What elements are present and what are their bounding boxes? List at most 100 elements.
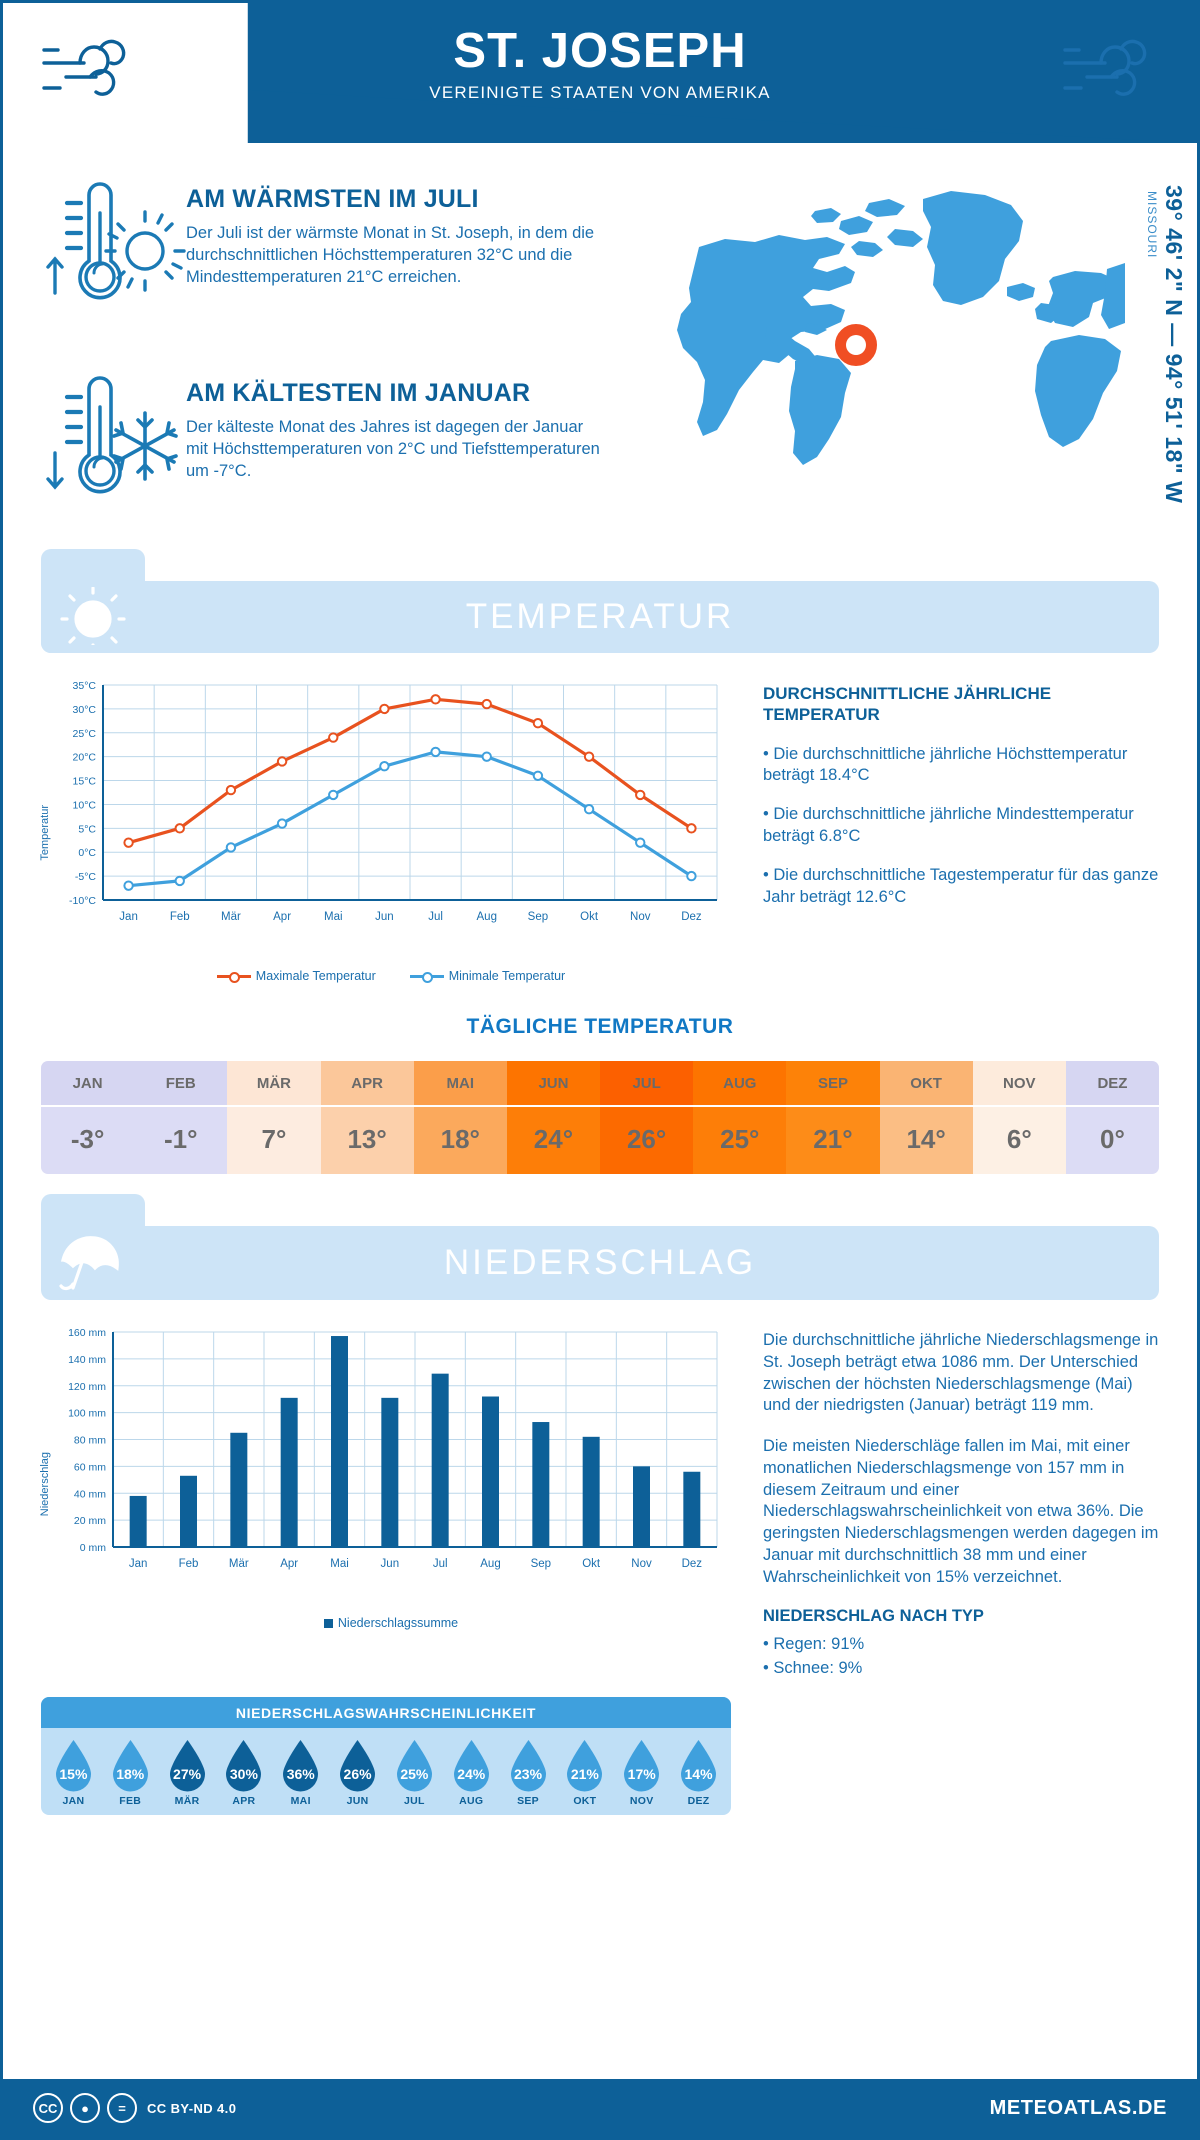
probability-drop-cell: 14% DEZ [670,1738,727,1807]
temperature-legend: Maximale Temperatur Minimale Temperatur [41,969,741,983]
daily-temp-month: APR [320,1061,414,1107]
precipitation-paragraph-2: Die meisten Niederschläge fallen im Mai,… [763,1437,1159,1586]
temperature-banner-title: TEMPERATUR [465,597,735,636]
probability-month: AUG [459,1795,484,1808]
svg-text:Sep: Sep [531,1558,551,1570]
probability-month: SEP [517,1795,539,1808]
warmest-icons [41,173,186,323]
water-drop-icon: 26% [335,1738,380,1794]
precipitation-probability-drops: 15% JAN 18% FEB 27% MÄR 30% APR 36% MAI 26% JUN 25% J… [41,1728,731,1815]
water-drop-icon: 27% [165,1738,210,1794]
wind-icon [38,25,138,112]
svg-text:Nov: Nov [630,911,651,923]
probability-drop-cell: 15% JAN [45,1738,102,1807]
daily-temp-cell: JAN -3° [41,1061,135,1174]
svg-text:Dez: Dez [682,1558,703,1570]
water-drop-icon: 15% [51,1738,96,1794]
legend-marker-max [216,971,251,983]
daily-temp-value: 14° [879,1107,973,1174]
daily-temp-value: -1° [134,1107,228,1174]
license-icons: CC ● = [33,2093,137,2123]
precipitation-side-panel: Die durchschnittliche jährliche Niedersc… [741,1322,1159,1681]
daily-temp-cell: MAI 18° [413,1061,507,1174]
probability-drop-cell: 18% FEB [102,1738,159,1807]
svg-text:15°C: 15°C [73,776,97,788]
svg-text:30°C: 30°C [73,704,97,716]
annual-min-bullet: • Die durchschnittliche jährliche Mindes… [763,805,1134,845]
daily-temp-cell: JUN 24° [506,1061,601,1174]
svg-text:0°C: 0°C [78,847,96,859]
svg-text:80 mm: 80 mm [74,1435,106,1447]
precipitation-type-title: NIEDERSCHLAG NACH TYP [763,1607,984,1626]
precipitation-chart: Niederschlag 0 mm 20 mm 40 mm 60 mm 80 mm 100… [39,1322,741,1681]
coldest-description: Der kälteste Monat des Jahres ist dagege… [186,418,600,480]
svg-text:Dez: Dez [681,911,702,923]
legend-marker-min [409,971,444,983]
svg-text:-10°C: -10°C [69,895,96,907]
coldest-text-block: AM KÄLTESTEN IM JANUAR Der kälteste Mona… [186,367,606,483]
daily-temp-value: 21° [786,1107,880,1174]
water-drop-icon: 21% [562,1738,607,1794]
water-drop-icon: 36% [278,1738,323,1794]
umbrella-icon [59,1236,119,1291]
daily-temp-cell: FEB -1° [134,1061,228,1174]
precipitation-type-snow: • Schnee: 9% [763,1659,863,1678]
daily-temp-cell: APR 13° [320,1061,414,1174]
daily-temp-month: JUN [506,1061,601,1107]
svg-text:Okt: Okt [580,911,599,923]
svg-text:Jan: Jan [129,1558,148,1570]
precipitation-probability-band: NIEDERSCHLAGSWAHRSCHEINLICHKEIT 15% JAN 18… [41,1697,731,1816]
svg-text:60 mm: 60 mm [74,1461,106,1473]
probability-value: 30% [229,1766,258,1783]
temperature-side-panel: DURCHSCHNITTLICHE JÄHRLICHE TEMPERATUR •… [741,675,1159,983]
daily-temp-month: MAI [413,1061,507,1107]
annual-temperature-title: DURCHSCHNITTLICHE JÄHRLICHE TEMPERATUR [763,684,1052,725]
temperature-line-chart: -10°C -5°C 0°C 5°C 10°C 15°C 20°C 25°C 30°C 35°C J… [69,680,718,923]
probability-drop-cell: 30% APR [215,1738,272,1807]
probability-drop-cell: 23% SEP [500,1738,557,1807]
svg-text:Mai: Mai [330,1558,349,1570]
precipitation-paragraph-1: Die durchschnittliche jährliche Niedersc… [763,1331,1159,1415]
daily-temp-value: 7° [227,1107,321,1174]
svg-text:Feb: Feb [179,1558,199,1570]
precipitation-bar-chart: 0 mm 20 mm 40 mm 60 mm 80 mm 100 mm 120 mm 140 … [68,1327,718,1570]
svg-text:20°C: 20°C [73,752,97,764]
svg-text:-5°C: -5°C [75,871,97,883]
daily-temperature-title: TÄGLICHE TEMPERATUR [466,1015,734,1038]
svg-text:Jun: Jun [381,1558,400,1570]
temperature-banner-tab [41,549,145,653]
probability-month: JUL [404,1795,425,1808]
by-icon: ● [70,2093,100,2123]
probability-drop-cell: 27% MÄR [159,1738,216,1807]
country-subtitle: VEREINIGTE STAATEN VON AMERIKA [429,83,771,102]
probability-month: NOV [629,1795,654,1808]
svg-text:25°C: 25°C [73,728,97,740]
daily-temp-cell: OKT 14° [879,1061,973,1174]
water-drop-icon: 25% [392,1738,437,1794]
svg-text:160 mm: 160 mm [68,1327,106,1339]
coldest-month-fact: AM KÄLTESTEN IM JANUAR Der kälteste Mona… [41,367,641,517]
precipitation-legend: Niederschlagssumme [41,1616,741,1630]
daily-temp-cell: AUG 25° [693,1061,787,1174]
probability-value: 23% [514,1766,543,1783]
probability-value: 15% [59,1766,88,1783]
daily-temp-month: AUG [693,1061,787,1107]
brand-label: METEOATLAS.DE [989,2096,1167,2119]
daily-temp-cell: SEP 21° [786,1061,880,1174]
daily-temp-value: 0° [1065,1107,1159,1174]
water-drop-icon: 18% [108,1738,153,1794]
state-label: MISSOURI [1145,191,1159,259]
water-drop-icon: 17% [619,1738,664,1794]
water-drop-icon: 24% [449,1738,494,1794]
svg-text:Okt: Okt [582,1558,601,1570]
daily-temp-month: MÄR [227,1061,321,1107]
svg-text:0 mm: 0 mm [80,1542,107,1554]
probability-value: 36% [286,1766,315,1783]
probability-value: 18% [116,1766,145,1783]
daily-temp-month: JAN [41,1061,135,1107]
svg-text:Jun: Jun [375,911,394,923]
probability-value: 27% [173,1766,202,1783]
coordinates-label: 39° 46' 2" N — 94° 51' 18" W [1161,185,1187,504]
probability-month: FEB [119,1795,142,1808]
probability-month: MAI [290,1795,311,1808]
